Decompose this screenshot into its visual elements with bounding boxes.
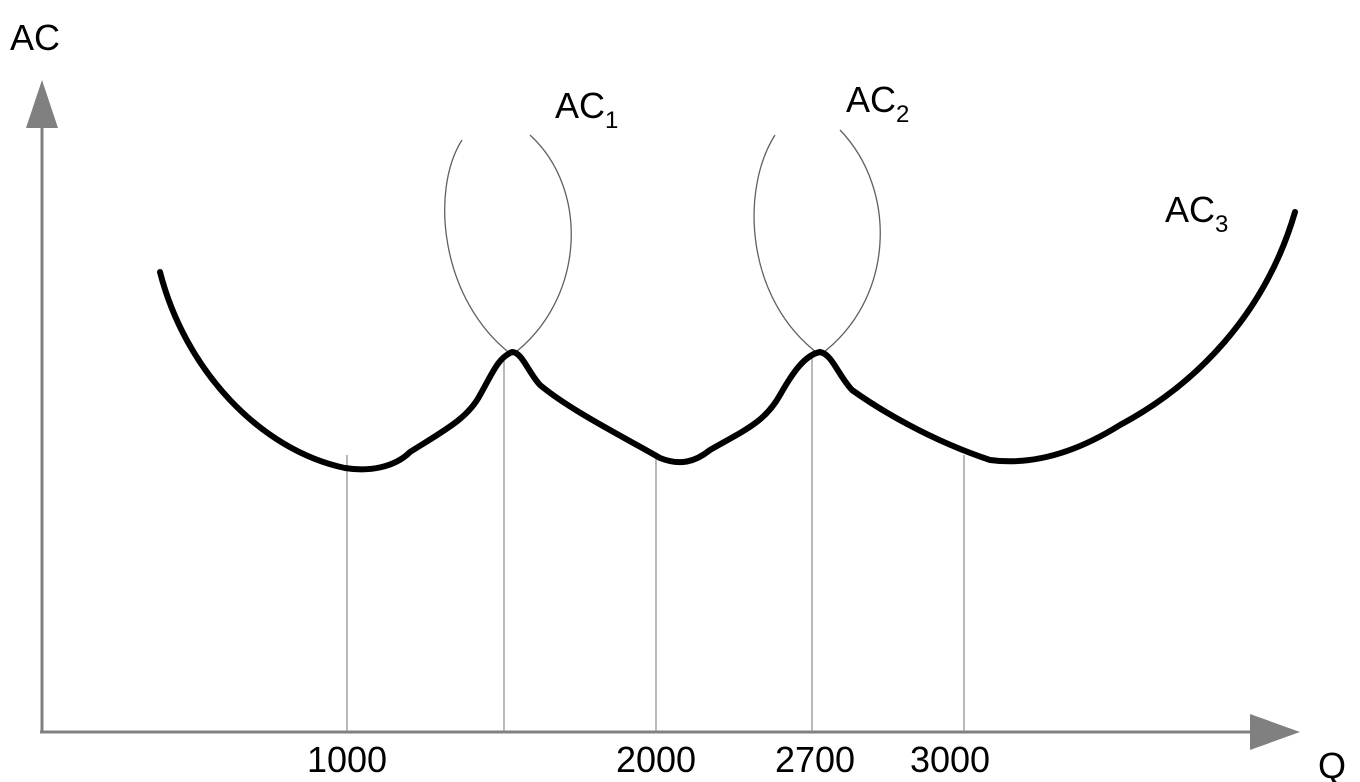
curve-label-ac1-base: AC <box>555 85 605 126</box>
tick-label-2000: 2000 <box>616 739 696 780</box>
curve-label-ac1-sub: 1 <box>605 107 618 134</box>
tick-label-2700: 2700 <box>775 739 855 780</box>
ac2-right-part-extension <box>753 134 821 356</box>
x-axis-label: Q <box>1318 745 1346 782</box>
curve-label-ac2-sub: 2 <box>896 101 909 128</box>
curve-label-ac3: AC3 <box>1165 189 1228 238</box>
curve-label-ac3-sub: 3 <box>1215 211 1228 238</box>
ac2-left-extension <box>511 134 572 356</box>
tick-label-3000: 3000 <box>910 739 990 780</box>
ac1-left-extension <box>444 139 513 356</box>
x-axis-arrow-icon <box>1250 714 1300 750</box>
y-axis-arrow-icon <box>26 80 58 128</box>
tick-label-1000: 1000 <box>307 739 387 780</box>
y-axis-label: AC <box>10 17 60 58</box>
ac3-left-extension <box>819 129 881 356</box>
curve-label-ac3-base: AC <box>1165 189 1215 230</box>
curve-label-ac1: AC1 <box>555 85 618 134</box>
long-run-ac-envelope <box>157 209 1298 473</box>
curve-label-ac2-base: AC <box>846 79 896 120</box>
curve-label-ac2: AC2 <box>846 79 909 128</box>
